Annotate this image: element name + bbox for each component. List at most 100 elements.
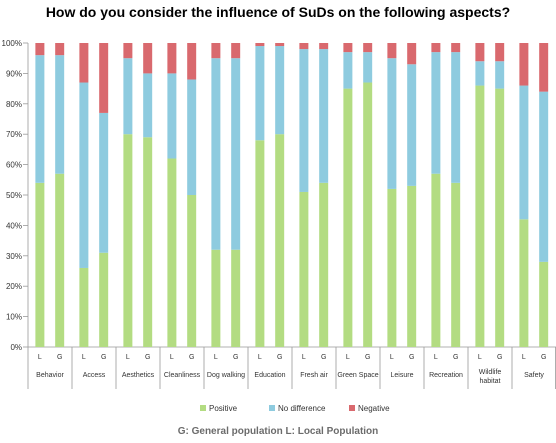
bar-segment bbox=[187, 79, 197, 195]
bar-segment bbox=[231, 43, 241, 59]
bar-segment bbox=[495, 88, 505, 347]
bar-segment bbox=[55, 43, 65, 56]
bar-segment bbox=[275, 134, 285, 347]
category-label: Recreation bbox=[429, 372, 463, 379]
bar-segment bbox=[231, 58, 241, 250]
bar-segment bbox=[539, 91, 549, 262]
bar-segment bbox=[431, 43, 441, 53]
category-label: Dog walking bbox=[207, 372, 245, 379]
bar-segment bbox=[495, 43, 505, 62]
population-label: L bbox=[214, 354, 218, 361]
y-tick-label: 50% bbox=[6, 191, 22, 200]
category-label: Safety bbox=[524, 372, 544, 379]
population-caption: G: General population L: Local Populatio… bbox=[177, 426, 379, 437]
bar-segment bbox=[55, 173, 65, 347]
bar-segment bbox=[299, 49, 309, 192]
population-label: G bbox=[101, 354, 106, 361]
category-label: Fresh air bbox=[300, 372, 328, 379]
y-tick-label: 70% bbox=[6, 130, 22, 139]
y-tick-label: 0% bbox=[10, 343, 22, 352]
category-label: habitat bbox=[479, 378, 500, 385]
bar-segment bbox=[211, 43, 221, 59]
population-label: L bbox=[82, 354, 86, 361]
category-label: Access bbox=[83, 372, 106, 379]
legend-label: No difference bbox=[278, 404, 326, 413]
category-label: Green Space bbox=[337, 372, 378, 379]
legend-swatch bbox=[200, 405, 206, 411]
bar-segment bbox=[167, 43, 177, 74]
bar-segment bbox=[123, 134, 133, 347]
bar-segment bbox=[35, 55, 45, 183]
category-label: Wildlife bbox=[479, 369, 502, 376]
population-label: L bbox=[522, 354, 526, 361]
bar-segment bbox=[275, 46, 285, 135]
bar-segment bbox=[211, 58, 221, 250]
bar-segment bbox=[187, 43, 197, 80]
bar-segment bbox=[79, 82, 89, 268]
bar-segment bbox=[187, 195, 197, 347]
legend-swatch bbox=[349, 405, 355, 411]
bar-segment bbox=[539, 261, 549, 347]
population-label: L bbox=[478, 354, 482, 361]
population-label: L bbox=[302, 354, 306, 361]
population-label: G bbox=[57, 354, 62, 361]
bar-segment bbox=[167, 158, 177, 347]
bar-segment bbox=[431, 52, 441, 174]
y-tick-label: 60% bbox=[6, 161, 22, 170]
y-tick-label: 20% bbox=[6, 282, 22, 291]
bar-segment bbox=[99, 112, 109, 253]
legend-label: Negative bbox=[358, 404, 390, 413]
bar-segment bbox=[343, 52, 353, 89]
bar-segment bbox=[255, 43, 265, 47]
bar-segment bbox=[451, 52, 461, 183]
bar-segment bbox=[255, 46, 265, 141]
bar-segment bbox=[519, 85, 529, 220]
y-tick-label: 30% bbox=[6, 252, 22, 261]
bar-segment bbox=[211, 249, 221, 347]
category-label: Education bbox=[254, 372, 285, 379]
population-label: L bbox=[258, 354, 262, 361]
population-label: L bbox=[38, 354, 42, 361]
population-label: G bbox=[233, 354, 238, 361]
population-label: G bbox=[365, 354, 370, 361]
bar-segment bbox=[363, 43, 373, 53]
bar-segment bbox=[143, 137, 153, 347]
population-label: G bbox=[277, 354, 282, 361]
category-label: Aesthetics bbox=[122, 372, 155, 379]
population-label: G bbox=[321, 354, 326, 361]
bar-segment bbox=[539, 43, 549, 92]
bar-segment bbox=[99, 43, 109, 113]
bar-segment bbox=[319, 49, 329, 183]
bar-segment bbox=[475, 43, 485, 62]
bar-segment bbox=[387, 58, 397, 189]
legend-swatch bbox=[269, 405, 275, 411]
population-label: G bbox=[145, 354, 150, 361]
bar-segment bbox=[451, 182, 461, 347]
bar-segment bbox=[495, 61, 505, 89]
bar-segment bbox=[123, 58, 133, 135]
bar-segment bbox=[99, 252, 109, 347]
y-tick-label: 80% bbox=[6, 100, 22, 109]
bar-segment bbox=[319, 43, 329, 50]
category-label: Behavior bbox=[36, 372, 64, 379]
y-tick-label: 40% bbox=[6, 221, 22, 230]
category-label: Leisure bbox=[391, 372, 414, 379]
bar-segment bbox=[167, 73, 177, 159]
bar-segment bbox=[407, 43, 417, 65]
chart-title: How do you consider the influence of SuD… bbox=[45, 4, 511, 20]
y-tick-label: 100% bbox=[2, 39, 22, 48]
legend-label: Positive bbox=[209, 404, 238, 413]
bar-segment bbox=[143, 43, 153, 74]
population-label: L bbox=[126, 354, 130, 361]
bar-segment bbox=[123, 43, 133, 59]
y-tick-label: 90% bbox=[6, 69, 22, 78]
bar-segment bbox=[343, 43, 353, 53]
bar-segment bbox=[407, 185, 417, 347]
bar-segment bbox=[143, 73, 153, 138]
bar-segment bbox=[363, 52, 373, 83]
population-label: G bbox=[409, 354, 414, 361]
bar-segment bbox=[431, 173, 441, 347]
bar-segment bbox=[55, 55, 65, 174]
category-label: Cleanliness bbox=[164, 372, 201, 379]
